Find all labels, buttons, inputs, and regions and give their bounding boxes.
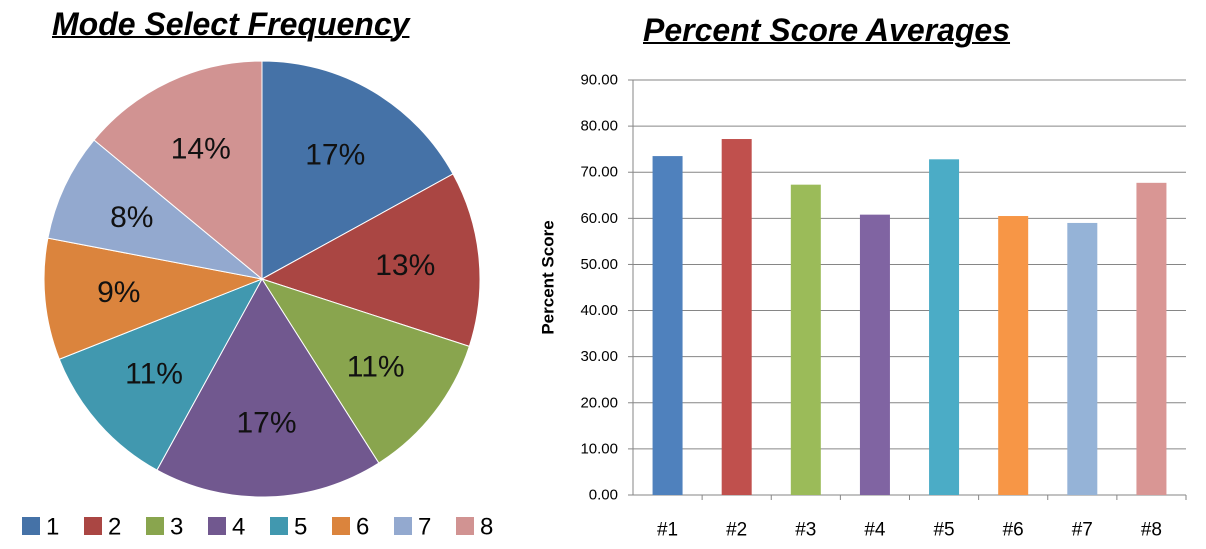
legend-label: 1 — [46, 514, 59, 541]
legend-swatch — [456, 517, 474, 535]
bar-n3 — [790, 184, 821, 495]
pie-slice-6 — [43, 237, 264, 360]
x-tick-label: #7 — [1072, 520, 1093, 541]
pie-slice-2 — [260, 173, 481, 347]
legend-label: 3 — [170, 514, 183, 541]
y-tick-label: 80.00 — [580, 118, 618, 135]
pie-slice-7 — [47, 139, 263, 280]
x-tick-label: #1 — [657, 520, 678, 541]
legend-swatch — [84, 517, 102, 535]
legend-swatch — [146, 517, 164, 535]
bar-n8 — [1136, 182, 1167, 496]
x-tick-label: #5 — [933, 520, 954, 541]
x-tick-label: #2 — [726, 520, 747, 541]
legend-label: 5 — [294, 514, 307, 541]
pie-slice-3 — [260, 278, 470, 464]
y-tick-label: 10.00 — [580, 440, 618, 457]
legend-label: 7 — [418, 514, 431, 541]
legend-swatch — [208, 517, 226, 535]
pie-slice-4 — [156, 278, 380, 498]
pie-slice-label: 17% — [305, 139, 365, 172]
legend-label: 2 — [108, 514, 121, 541]
bar-n4 — [859, 214, 890, 495]
bar-chart-title: Percent Score Averages — [643, 12, 1011, 48]
pie-chart-title: Mode Select Frequency — [52, 6, 410, 42]
bar-n1 — [652, 156, 683, 496]
bar-n2 — [721, 139, 752, 495]
pie-slice-label: 13% — [375, 249, 435, 282]
bar-n6 — [998, 216, 1029, 495]
bar-n7 — [1067, 222, 1098, 495]
y-tick-label: 40.00 — [580, 302, 618, 319]
legend-label: 6 — [356, 514, 369, 541]
pie-legend: 1 2 3 4 5 6 7 8 — [22, 514, 493, 541]
y-tick-label: 20.00 — [580, 394, 618, 411]
pie-slice-5 — [58, 278, 264, 471]
legend-swatch — [22, 517, 40, 535]
x-tick-label: #6 — [1003, 520, 1024, 541]
legend-swatch — [394, 517, 412, 535]
pie-slice-1 — [261, 60, 454, 280]
bar-n5 — [929, 159, 960, 496]
y-tick-label: 70.00 — [580, 164, 618, 181]
pie-slice-label: 8% — [110, 201, 153, 234]
legend-swatch — [332, 517, 350, 535]
legend-label: 4 — [232, 514, 245, 541]
legend-swatch — [270, 517, 288, 535]
pie-slice-label: 11% — [125, 358, 183, 391]
pie-chart: 17% 13% 11% 17% 11% 9% 8% 14% — [43, 60, 481, 498]
pie-slice-label: 17% — [236, 406, 296, 439]
bar-chart: 0.00 10.00 20.00 30.00 40.00 50.00 60.00 70.00 8… — [539, 72, 1187, 541]
legend-label: 8 — [480, 514, 493, 541]
y-tick-label: 90.00 — [580, 72, 618, 89]
y-tick-label: 30.00 — [580, 348, 618, 365]
y-tick-label: 60.00 — [580, 210, 618, 227]
x-tick-label: #3 — [795, 520, 816, 541]
y-tick-label: 0.00 — [589, 487, 618, 504]
pie-slice-label: 14% — [171, 132, 231, 165]
pie-slice-label: 11% — [347, 351, 405, 384]
y-tick-label: 50.00 — [580, 256, 618, 273]
pie-slice-label: 9% — [97, 276, 140, 309]
x-tick-label: #8 — [1141, 520, 1162, 541]
pie-slice-8 — [93, 60, 263, 281]
y-axis-title: Percent Score — [539, 220, 558, 334]
x-tick-label: #4 — [864, 520, 886, 541]
